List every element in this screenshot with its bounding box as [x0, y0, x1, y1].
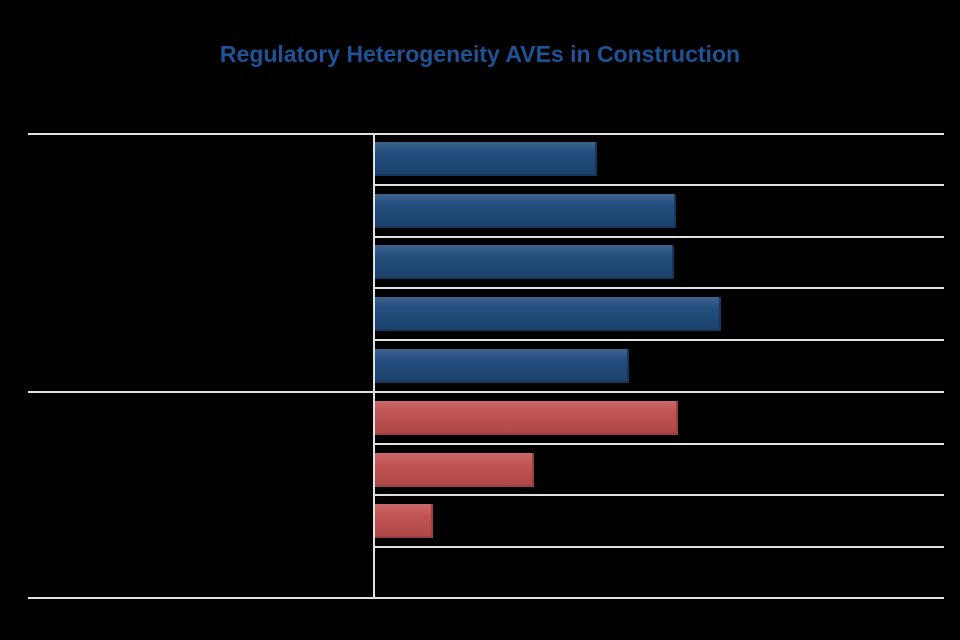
row-separator-line [373, 287, 944, 289]
row-separator-line [373, 443, 944, 445]
plot-bottom-border-line [28, 597, 944, 599]
blue-bar [375, 142, 597, 176]
red-bar [375, 504, 433, 538]
row-separator-line [373, 546, 944, 548]
blue-bar [375, 349, 629, 383]
chart-title: Regulatory Heterogeneity AVEs in Constru… [219, 41, 741, 67]
category-axis-line [373, 133, 375, 599]
row-separator-line [373, 339, 944, 341]
plot-top-border-line [28, 133, 944, 135]
row-separator-line [373, 184, 944, 186]
red-bar [375, 401, 678, 435]
blue-bar [375, 194, 676, 228]
blue-bar [375, 297, 721, 331]
group-separator-line [28, 391, 944, 393]
blue-bar [375, 245, 674, 279]
red-bar [375, 453, 534, 487]
row-separator-line [373, 236, 944, 238]
row-separator-line [373, 494, 944, 496]
plot-area [28, 133, 944, 599]
